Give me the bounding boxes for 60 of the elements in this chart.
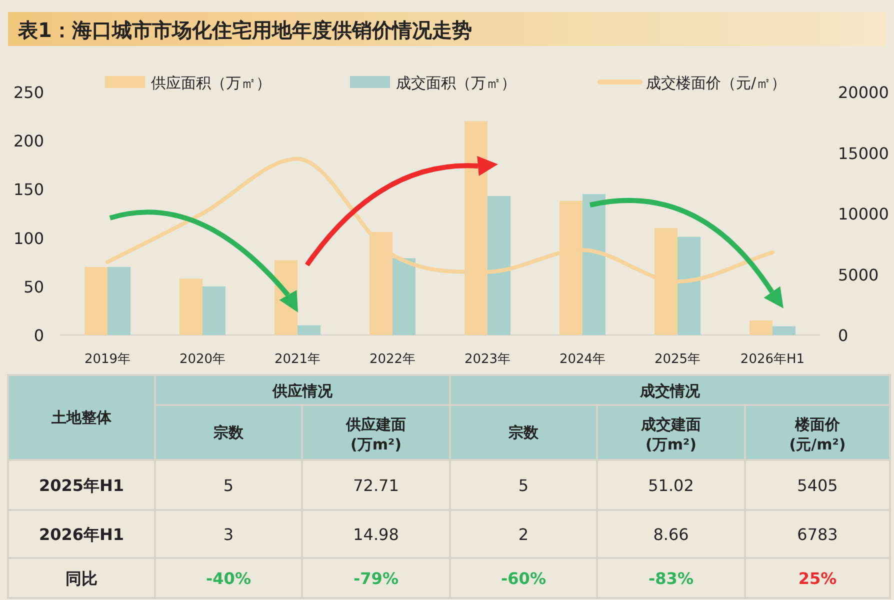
y2-tick-label: 15000 [838, 144, 889, 163]
y2-tick-label: 5000 [838, 265, 879, 284]
chart-title: 表1：海口城市市场化住宅用地年度供销价情况走势 [17, 18, 472, 42]
x-tick-label: 2019年 [84, 352, 131, 367]
bar [202, 286, 226, 335]
text: 72.71 [353, 476, 399, 495]
text: 2 [518, 525, 529, 544]
bar [582, 194, 606, 335]
bar [488, 196, 510, 335]
bar [750, 320, 772, 335]
text: 5405 [797, 476, 838, 495]
legend-label: 供应面积（万㎡） [151, 74, 271, 92]
x-tick-label: 2023年 [464, 352, 511, 367]
text: -40% [206, 569, 251, 588]
text: 成交情况 [639, 382, 701, 400]
y-tick-label: 0 [34, 326, 44, 345]
bar [84, 266, 108, 335]
text: 8.66 [653, 525, 689, 544]
x-tick-label: 2022年 [369, 352, 416, 367]
x-tick-label: 2020年 [179, 352, 226, 367]
x-tick-label: 2024年 [559, 352, 606, 367]
text: -83% [648, 569, 694, 588]
text: 5 [223, 476, 234, 495]
x-tick-label: 2026年H1 [740, 352, 805, 367]
text: 51.02 [648, 476, 694, 495]
text: 同比 [66, 569, 98, 588]
x-tick-label: 2025年 [654, 352, 701, 367]
text: 2025年H1 [38, 476, 124, 495]
y-tick-label: 150 [13, 180, 44, 200]
text: 宗数 [508, 424, 540, 442]
legend-label: 成交楼面价（元/㎡） [646, 74, 786, 92]
bar [108, 266, 130, 335]
y2-tick-label: 20000 [838, 83, 889, 102]
text: 6783 [797, 525, 838, 544]
text: 2026年H1 [38, 525, 124, 544]
y-tick-label: 100 [13, 228, 44, 248]
y-tick-label: 250 [13, 83, 44, 102]
bar [678, 236, 700, 335]
x-tick-label: 2021年 [274, 352, 321, 367]
legend-label: 成交面积（万㎡） [396, 74, 516, 92]
text: 3 [223, 525, 234, 544]
text: 14.98 [353, 525, 399, 544]
y-tick-label: 200 [13, 132, 44, 151]
bar [772, 326, 796, 335]
text: -79% [354, 569, 398, 588]
text: 25% [798, 569, 837, 588]
bar [392, 258, 416, 335]
y-tick-label: 50 [24, 277, 44, 296]
text: 楼面价(元/m²) [789, 416, 846, 454]
text: 宗数 [212, 424, 244, 442]
y2-tick-label: 10000 [838, 204, 889, 224]
text: -60% [501, 569, 546, 588]
text: 供应情况 [272, 382, 334, 400]
text: 5 [518, 476, 529, 495]
text: 土地整体 [50, 408, 112, 426]
bar [180, 278, 202, 335]
text: 成交建面(万m²) [640, 416, 701, 454]
bar [298, 325, 320, 335]
y2-tick-label: 0 [838, 326, 848, 345]
text: 供应建面(万m²) [345, 416, 406, 454]
